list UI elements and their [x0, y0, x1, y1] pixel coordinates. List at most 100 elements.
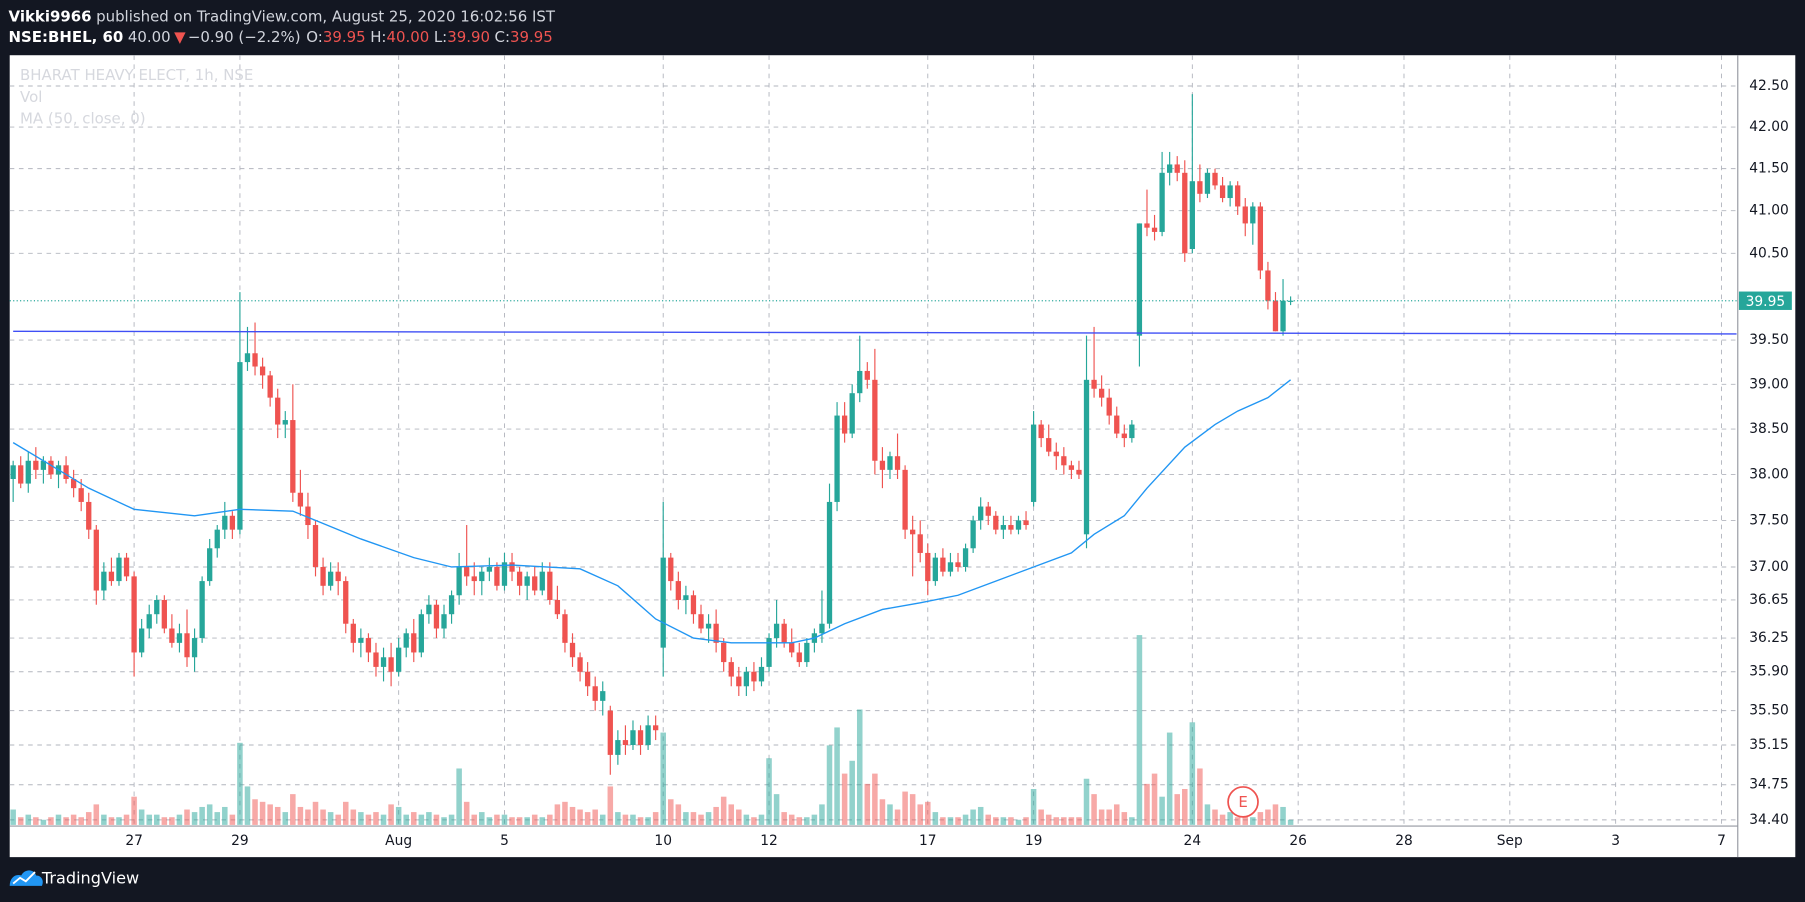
volume-bar — [856, 709, 863, 825]
candle-body — [547, 571, 553, 600]
volume-bar — [297, 806, 304, 825]
volume-bar — [335, 814, 341, 825]
x-tick-label: 5 — [500, 833, 509, 849]
volume-bar — [1257, 812, 1264, 825]
volume-bar — [940, 817, 946, 825]
earnings-marker[interactable] — [1227, 786, 1259, 818]
candle-body — [532, 576, 538, 591]
volume-bar — [463, 801, 470, 825]
volume-bar — [320, 809, 326, 825]
volume-bar — [698, 814, 704, 825]
last: 40.00 — [128, 28, 171, 46]
candle-body — [222, 515, 228, 530]
candle-body — [1189, 181, 1195, 250]
volume-bar — [350, 809, 357, 825]
volume-bar — [592, 809, 598, 825]
volume-bar — [577, 809, 583, 825]
candle-body — [1257, 206, 1264, 271]
volume-bar — [531, 814, 538, 825]
candle-body — [668, 557, 674, 582]
volume-bar — [1159, 796, 1165, 825]
candle-body — [1000, 525, 1007, 530]
volume-bar — [758, 814, 765, 825]
volume-bar — [1038, 809, 1044, 825]
h-label: H: — [370, 28, 386, 46]
candle-body — [320, 566, 326, 586]
published: published on TradingView.com, August 25,… — [96, 7, 556, 25]
x-tick-label: Sep — [1497, 833, 1523, 849]
candle-body — [154, 599, 160, 615]
publish-line: Vikki9966 published on TradingView.com, A… — [9, 7, 556, 25]
volume-bar — [426, 812, 432, 825]
candle-body — [1076, 469, 1082, 475]
volume-bar — [630, 814, 636, 825]
volume-bar — [622, 814, 629, 825]
volume-bar — [1083, 778, 1090, 825]
candle-body — [40, 460, 47, 470]
volume-bar — [864, 783, 871, 825]
logo-line — [12, 871, 36, 885]
volume-bar — [977, 806, 984, 825]
candle-body — [894, 456, 901, 470]
volume-bar — [584, 812, 591, 825]
volume-bar — [206, 804, 213, 825]
grid — [9, 55, 1738, 825]
volume-bar — [902, 791, 908, 825]
candle-body — [569, 642, 576, 658]
volume-bar — [312, 801, 319, 825]
candle-body — [925, 552, 931, 582]
volume-bar — [834, 727, 840, 825]
volume-bar — [17, 817, 24, 825]
candle-body — [940, 557, 946, 572]
candle-body — [554, 599, 561, 615]
candle-body — [282, 420, 288, 425]
candle-body — [1091, 379, 1097, 389]
candle-body — [592, 686, 598, 701]
candle-body — [1083, 379, 1090, 535]
candle-body — [33, 460, 39, 470]
candle-body — [826, 501, 833, 624]
x-tick-label: 19 — [1025, 833, 1043, 849]
candle-body — [373, 652, 379, 667]
volume-bar — [358, 812, 364, 825]
candle-body — [1061, 456, 1067, 466]
candle-body — [139, 628, 145, 653]
volume-bar — [342, 801, 349, 825]
candle-body — [932, 557, 938, 582]
candle-body — [849, 393, 855, 434]
volume-bar — [645, 817, 651, 825]
candle-body — [600, 691, 606, 701]
volume-bar — [282, 812, 289, 825]
volume-bar — [652, 812, 659, 825]
volume-bar — [849, 760, 855, 825]
candle-body — [327, 571, 334, 586]
volume-bar — [773, 794, 780, 825]
candle-body — [879, 460, 886, 470]
y-tick-label: 40.50 — [1749, 245, 1789, 261]
y-tick-label: 34.75 — [1749, 777, 1789, 793]
volume-bar — [1000, 817, 1007, 825]
volume-bar — [448, 814, 455, 825]
volume-bar — [1234, 817, 1241, 825]
volume-bar — [244, 786, 251, 825]
h: 40.00 — [386, 28, 429, 46]
volume-bar — [161, 817, 168, 825]
candle-body — [448, 595, 455, 615]
x-tick-label: 29 — [231, 833, 249, 849]
candle-body — [267, 375, 273, 398]
candle-body — [388, 657, 394, 672]
volume-bar — [796, 817, 803, 825]
legend-title: BHARAT HEAVY ELECT, 1h, NSE — [20, 66, 253, 84]
chart-pane — [9, 55, 1796, 858]
candle-body — [297, 492, 304, 507]
candle-body — [819, 623, 825, 634]
x-tick-label: 27 — [125, 833, 143, 849]
volume-bar — [1091, 794, 1097, 825]
candle-body — [1204, 172, 1211, 194]
candle-body — [464, 566, 470, 577]
l: 39.90 — [447, 28, 490, 46]
candle-body — [1068, 465, 1075, 470]
candle-body — [773, 623, 780, 639]
candle-body — [698, 614, 704, 629]
